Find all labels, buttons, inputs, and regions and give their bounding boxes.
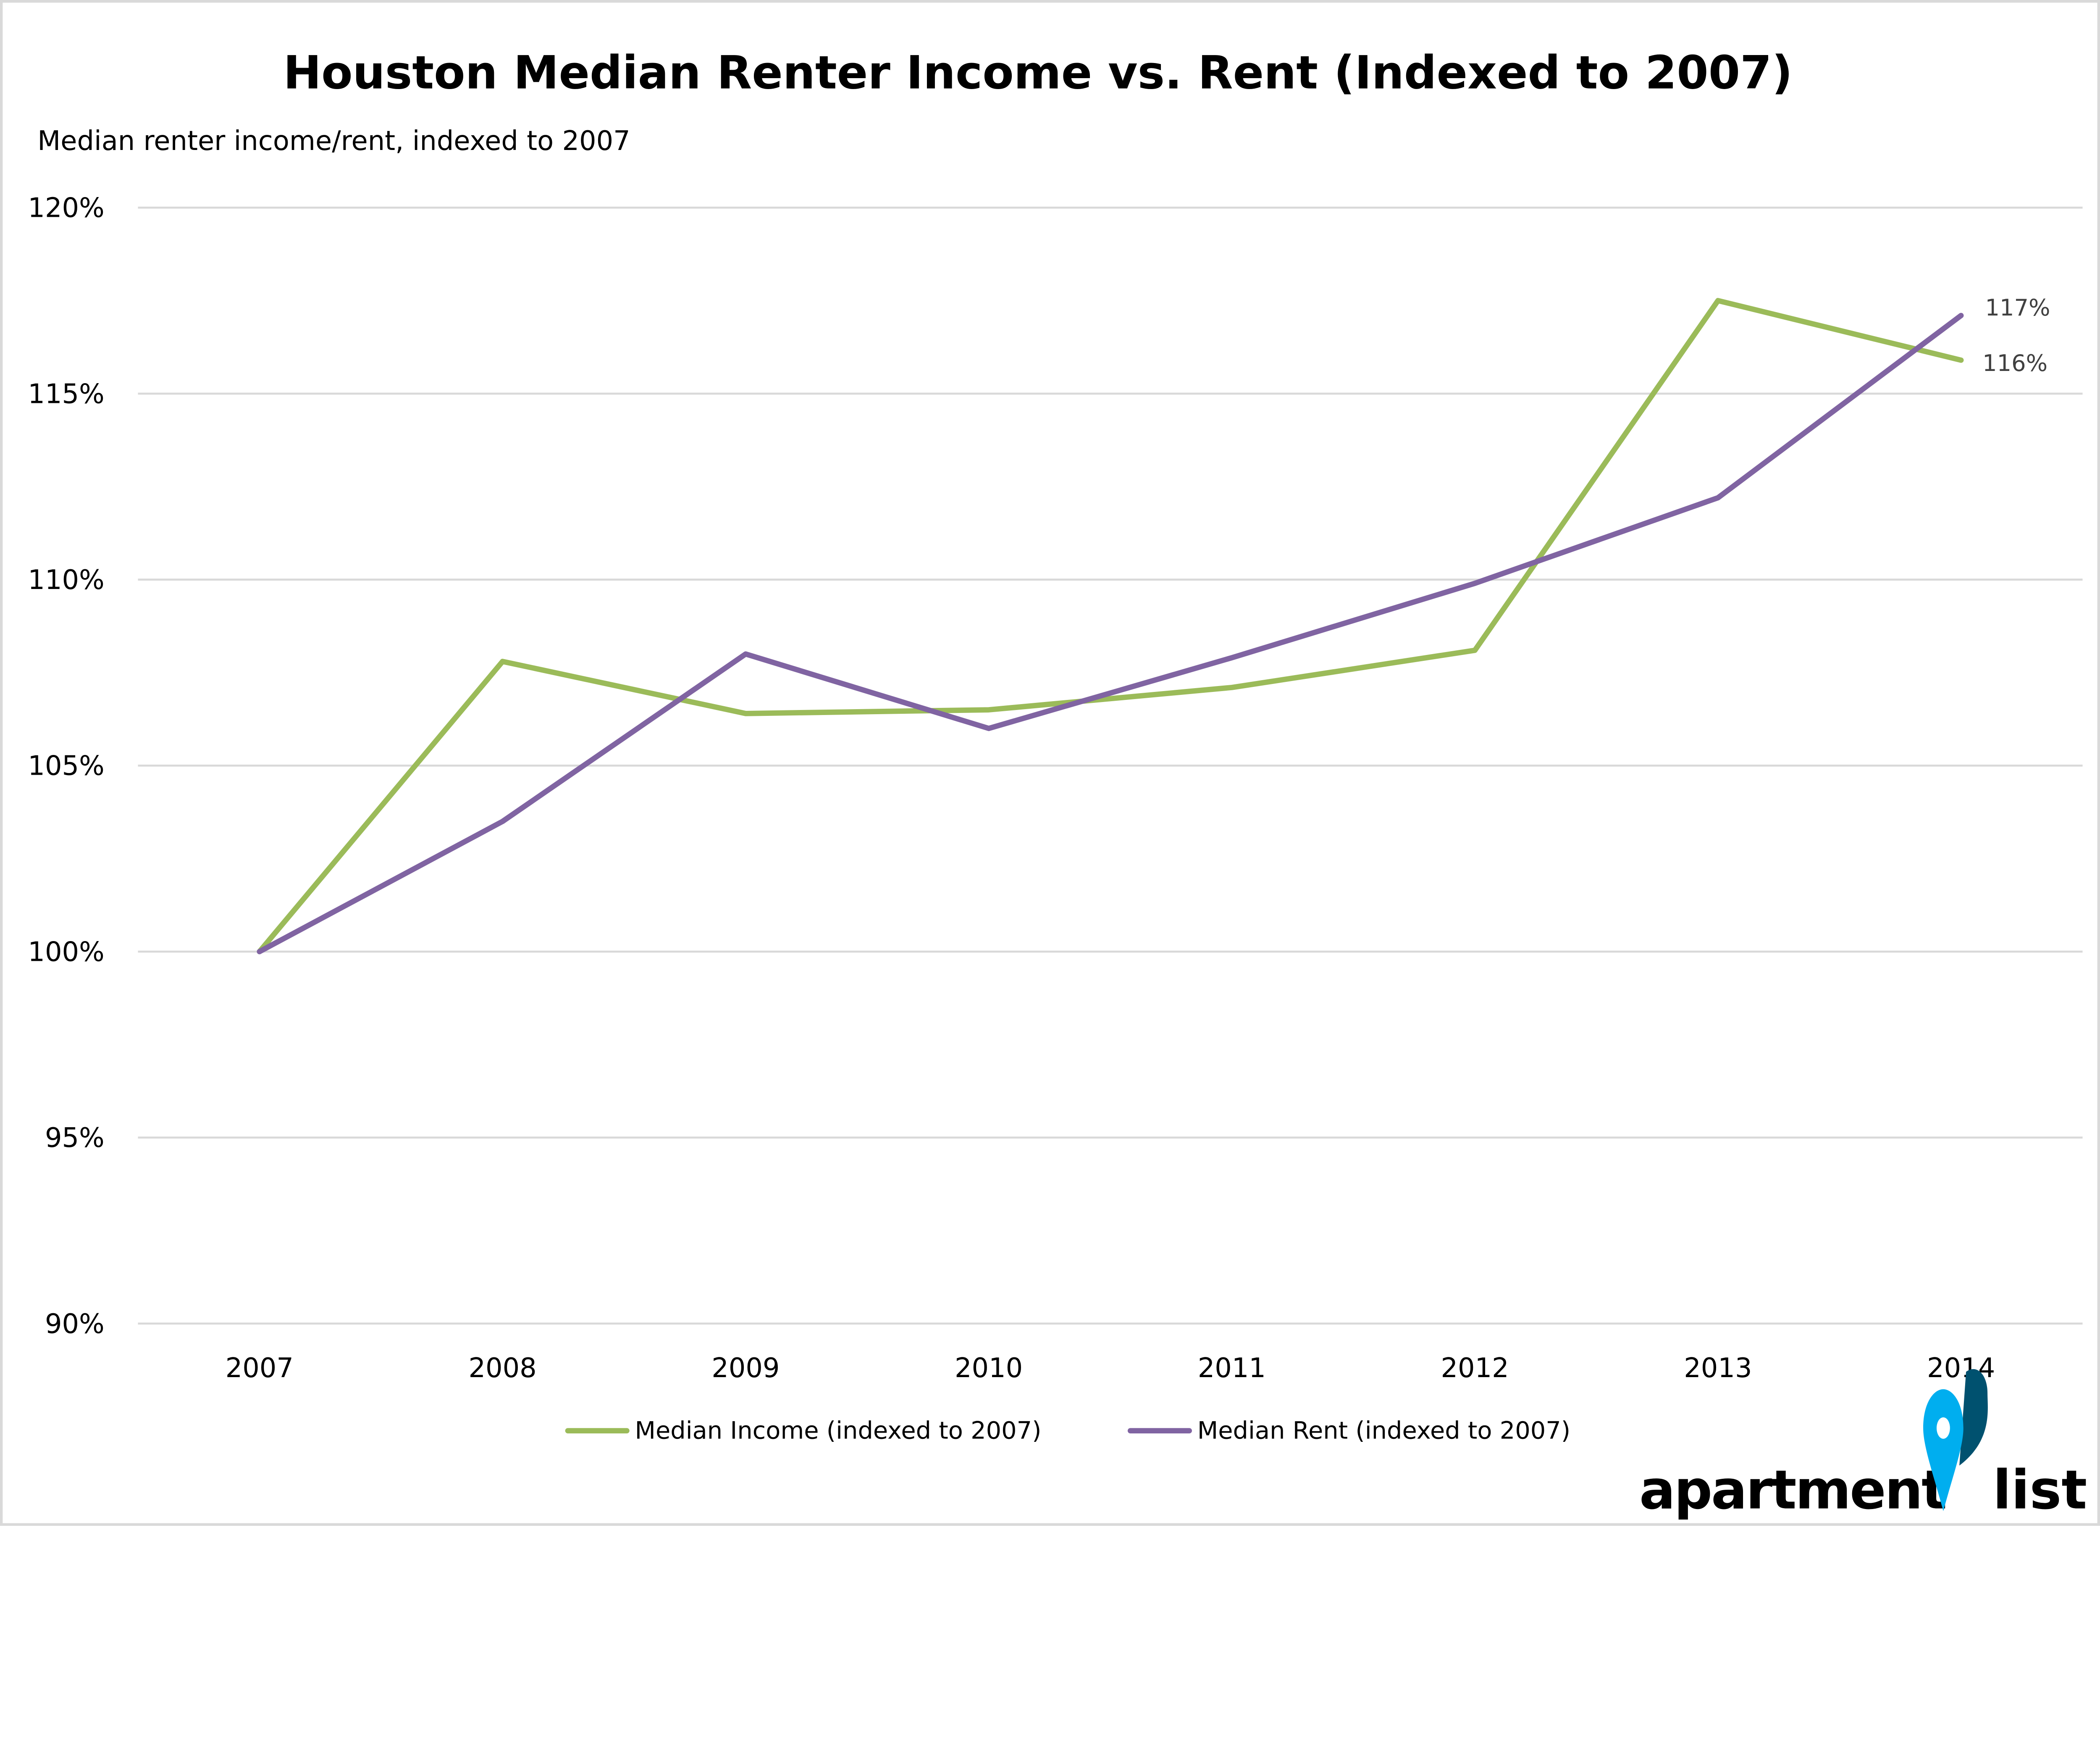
logo-pin-hole — [1936, 1417, 1950, 1439]
y-tick-label: 115% — [28, 379, 104, 410]
data-label: 117% — [1985, 294, 2050, 321]
chart-border — [0, 0, 2100, 1526]
chart: Houston Median Renter Income vs. Rent (I… — [0, 0, 2100, 1526]
logo-pin-shadow-icon — [1959, 1369, 1988, 1466]
x-tick-label: 2007 — [226, 1353, 294, 1384]
y-tick-label: 120% — [28, 193, 104, 224]
series-line-income — [257, 298, 1964, 954]
x-tick-label: 2012 — [1441, 1353, 1509, 1384]
x-tick-label: 2008 — [468, 1353, 536, 1384]
y-tick-label: 110% — [28, 565, 104, 596]
y-tick-label: 95% — [45, 1123, 105, 1154]
legend-label: Median Income (indexed to 2007) — [635, 1417, 1041, 1445]
series-line-rent — [257, 313, 1964, 954]
legend-label: Median Rent (indexed to 2007) — [1197, 1417, 1570, 1445]
x-tick-label: 2011 — [1198, 1353, 1266, 1384]
logo-text-apartment: apartment — [1639, 1459, 1946, 1522]
data-label: 116% — [1982, 350, 2048, 376]
apartment-list-logo: apartment list — [1639, 1369, 2087, 1522]
logo-pin-icon — [1923, 1389, 1964, 1511]
logo-text-list: list — [1993, 1459, 2087, 1522]
x-tick-label: 2009 — [711, 1353, 780, 1384]
chart-title: Houston Median Renter Income vs. Rent (I… — [283, 46, 1793, 99]
y-axis-label: Median renter income/rent, indexed to 20… — [37, 126, 630, 157]
y-tick-label: 90% — [45, 1309, 105, 1340]
y-tick-label: 105% — [28, 751, 104, 782]
y-tick-label: 100% — [28, 936, 104, 968]
x-tick-label: 2013 — [1684, 1353, 1752, 1384]
x-tick-label: 2010 — [955, 1353, 1023, 1384]
